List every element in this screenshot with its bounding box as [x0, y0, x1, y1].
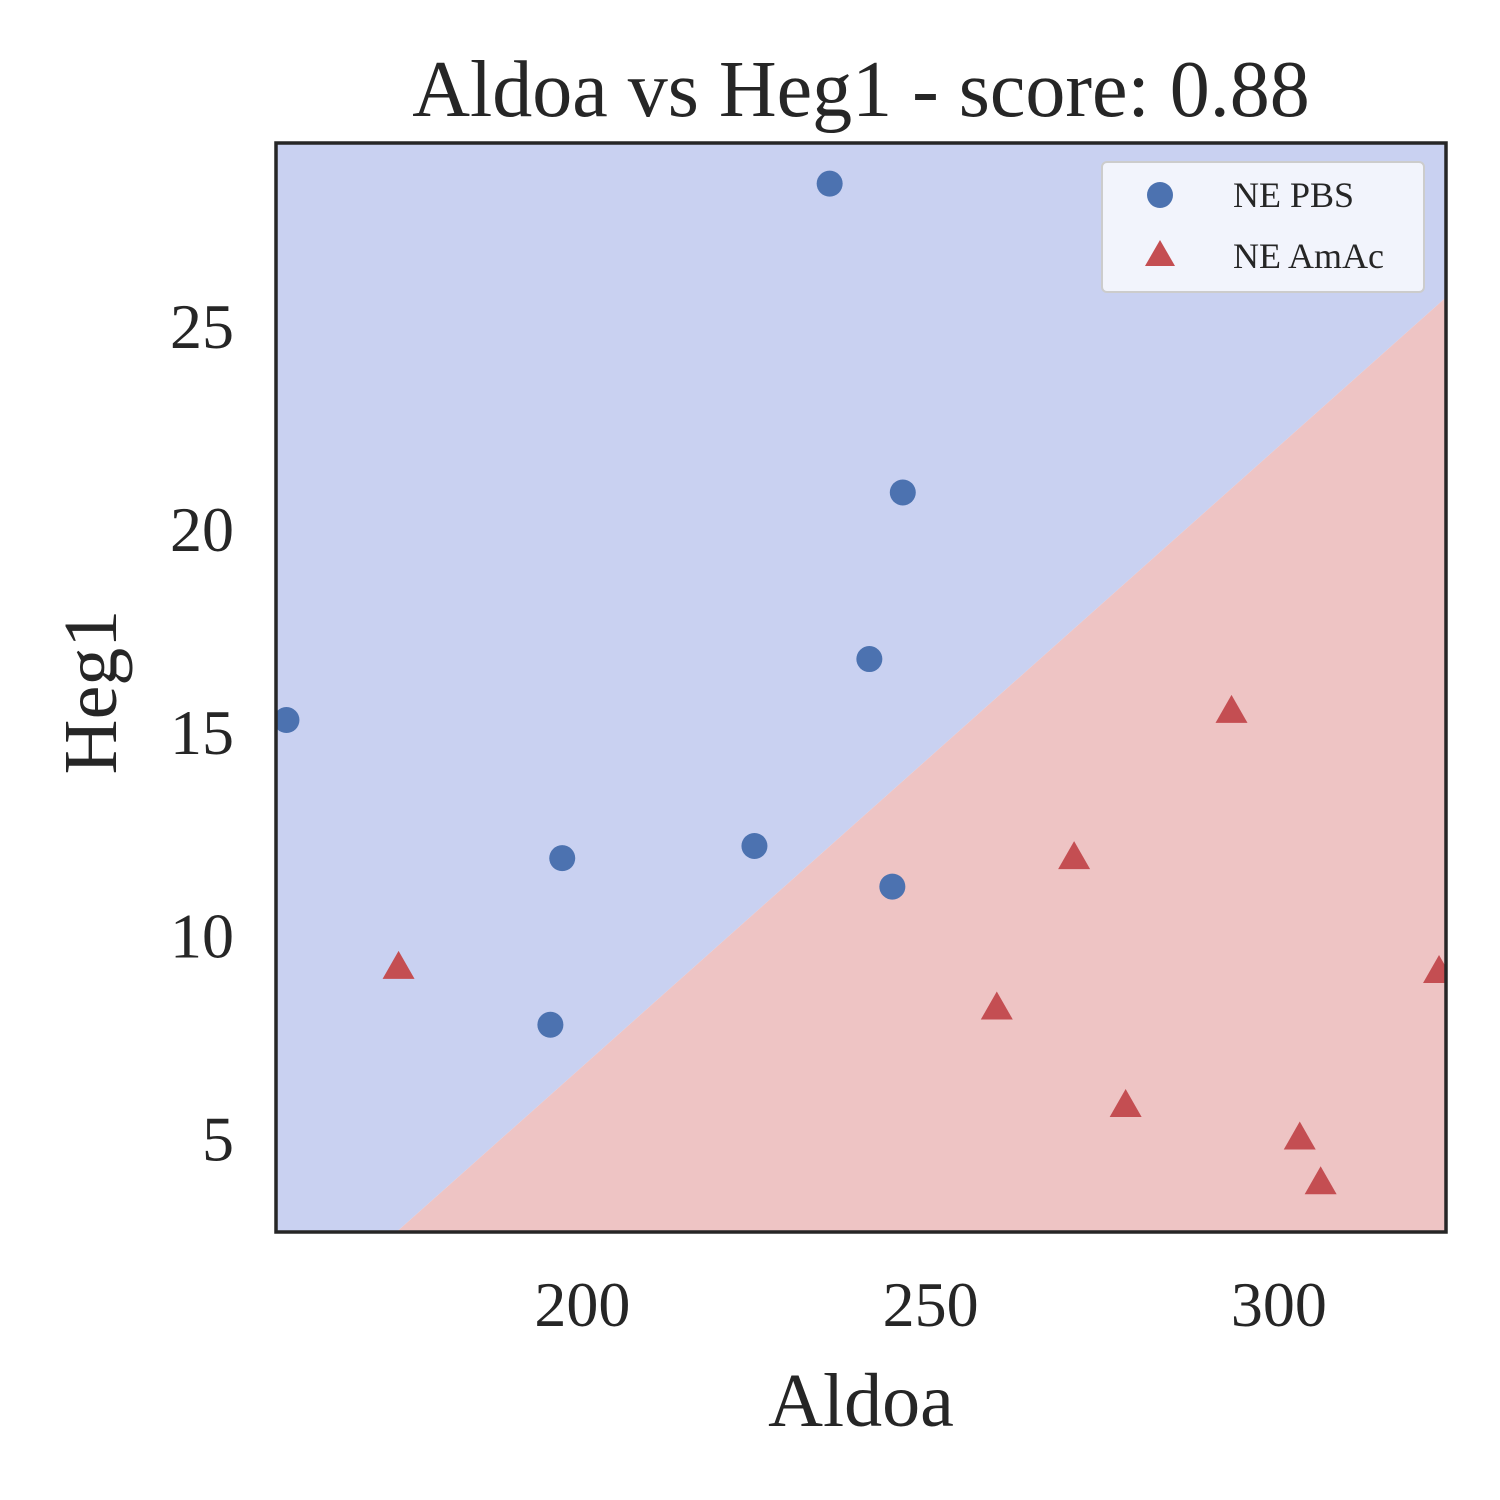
y-tick-label: 20: [170, 494, 234, 565]
data-point-ne-amac: [1215, 694, 1248, 723]
data-point-ne-amac: [1109, 1089, 1142, 1118]
y-tick-label: 25: [170, 291, 234, 362]
data-point-ne-pbs: [276, 707, 300, 734]
data-point-ne-pbs: [889, 479, 916, 506]
data-point-ne-amac: [1283, 1121, 1316, 1150]
data-point-ne-pbs: [549, 845, 576, 872]
markers-layer: [276, 170, 1446, 1195]
y-tick-label: 15: [170, 697, 234, 768]
legend-marker-ne-pbs: [1147, 182, 1173, 208]
data-point-ne-amac: [980, 991, 1013, 1020]
legend-marker-ne-amac: [1145, 240, 1175, 266]
data-point-ne-amac: [1058, 841, 1091, 870]
plot-frame: [274, 141, 1448, 1234]
data-point-ne-pbs: [816, 170, 843, 197]
legend-label-ne-pbs: NE PBS: [1233, 175, 1354, 215]
data-point-ne-pbs: [856, 646, 883, 673]
y-axis-label: Heg1: [49, 610, 133, 775]
data-point-ne-amac: [1423, 954, 1446, 983]
x-axis-label: Aldoa: [768, 1359, 954, 1443]
data-point-ne-pbs: [537, 1011, 564, 1038]
data-point-ne-pbs: [879, 873, 906, 900]
legend-box: [1101, 161, 1425, 293]
legend-label-ne-amac: NE AmAc: [1233, 236, 1384, 276]
region-ne-amac: [396, 297, 1446, 1232]
plot-area: [276, 143, 1446, 1232]
chart-title: Aldoa vs Heg1 - score: 0.88: [412, 46, 1310, 134]
legend: NE PBS NE AmAc: [1101, 161, 1425, 293]
y-tick-labels: 5 10 15 20 25: [170, 291, 234, 1175]
data-point-ne-amac: [382, 950, 415, 979]
y-tick-label: 5: [202, 1104, 234, 1175]
x-tick-label: 300: [1231, 1269, 1327, 1340]
x-tick-label: 200: [534, 1269, 630, 1340]
data-point-ne-pbs: [741, 832, 768, 859]
data-point-ne-amac: [1304, 1166, 1337, 1195]
y-tick-label: 10: [170, 900, 234, 971]
x-tick-label: 250: [883, 1269, 979, 1340]
x-tick-labels: 200 250 300: [534, 1269, 1326, 1340]
region-ne-pbs: [276, 143, 1446, 1232]
